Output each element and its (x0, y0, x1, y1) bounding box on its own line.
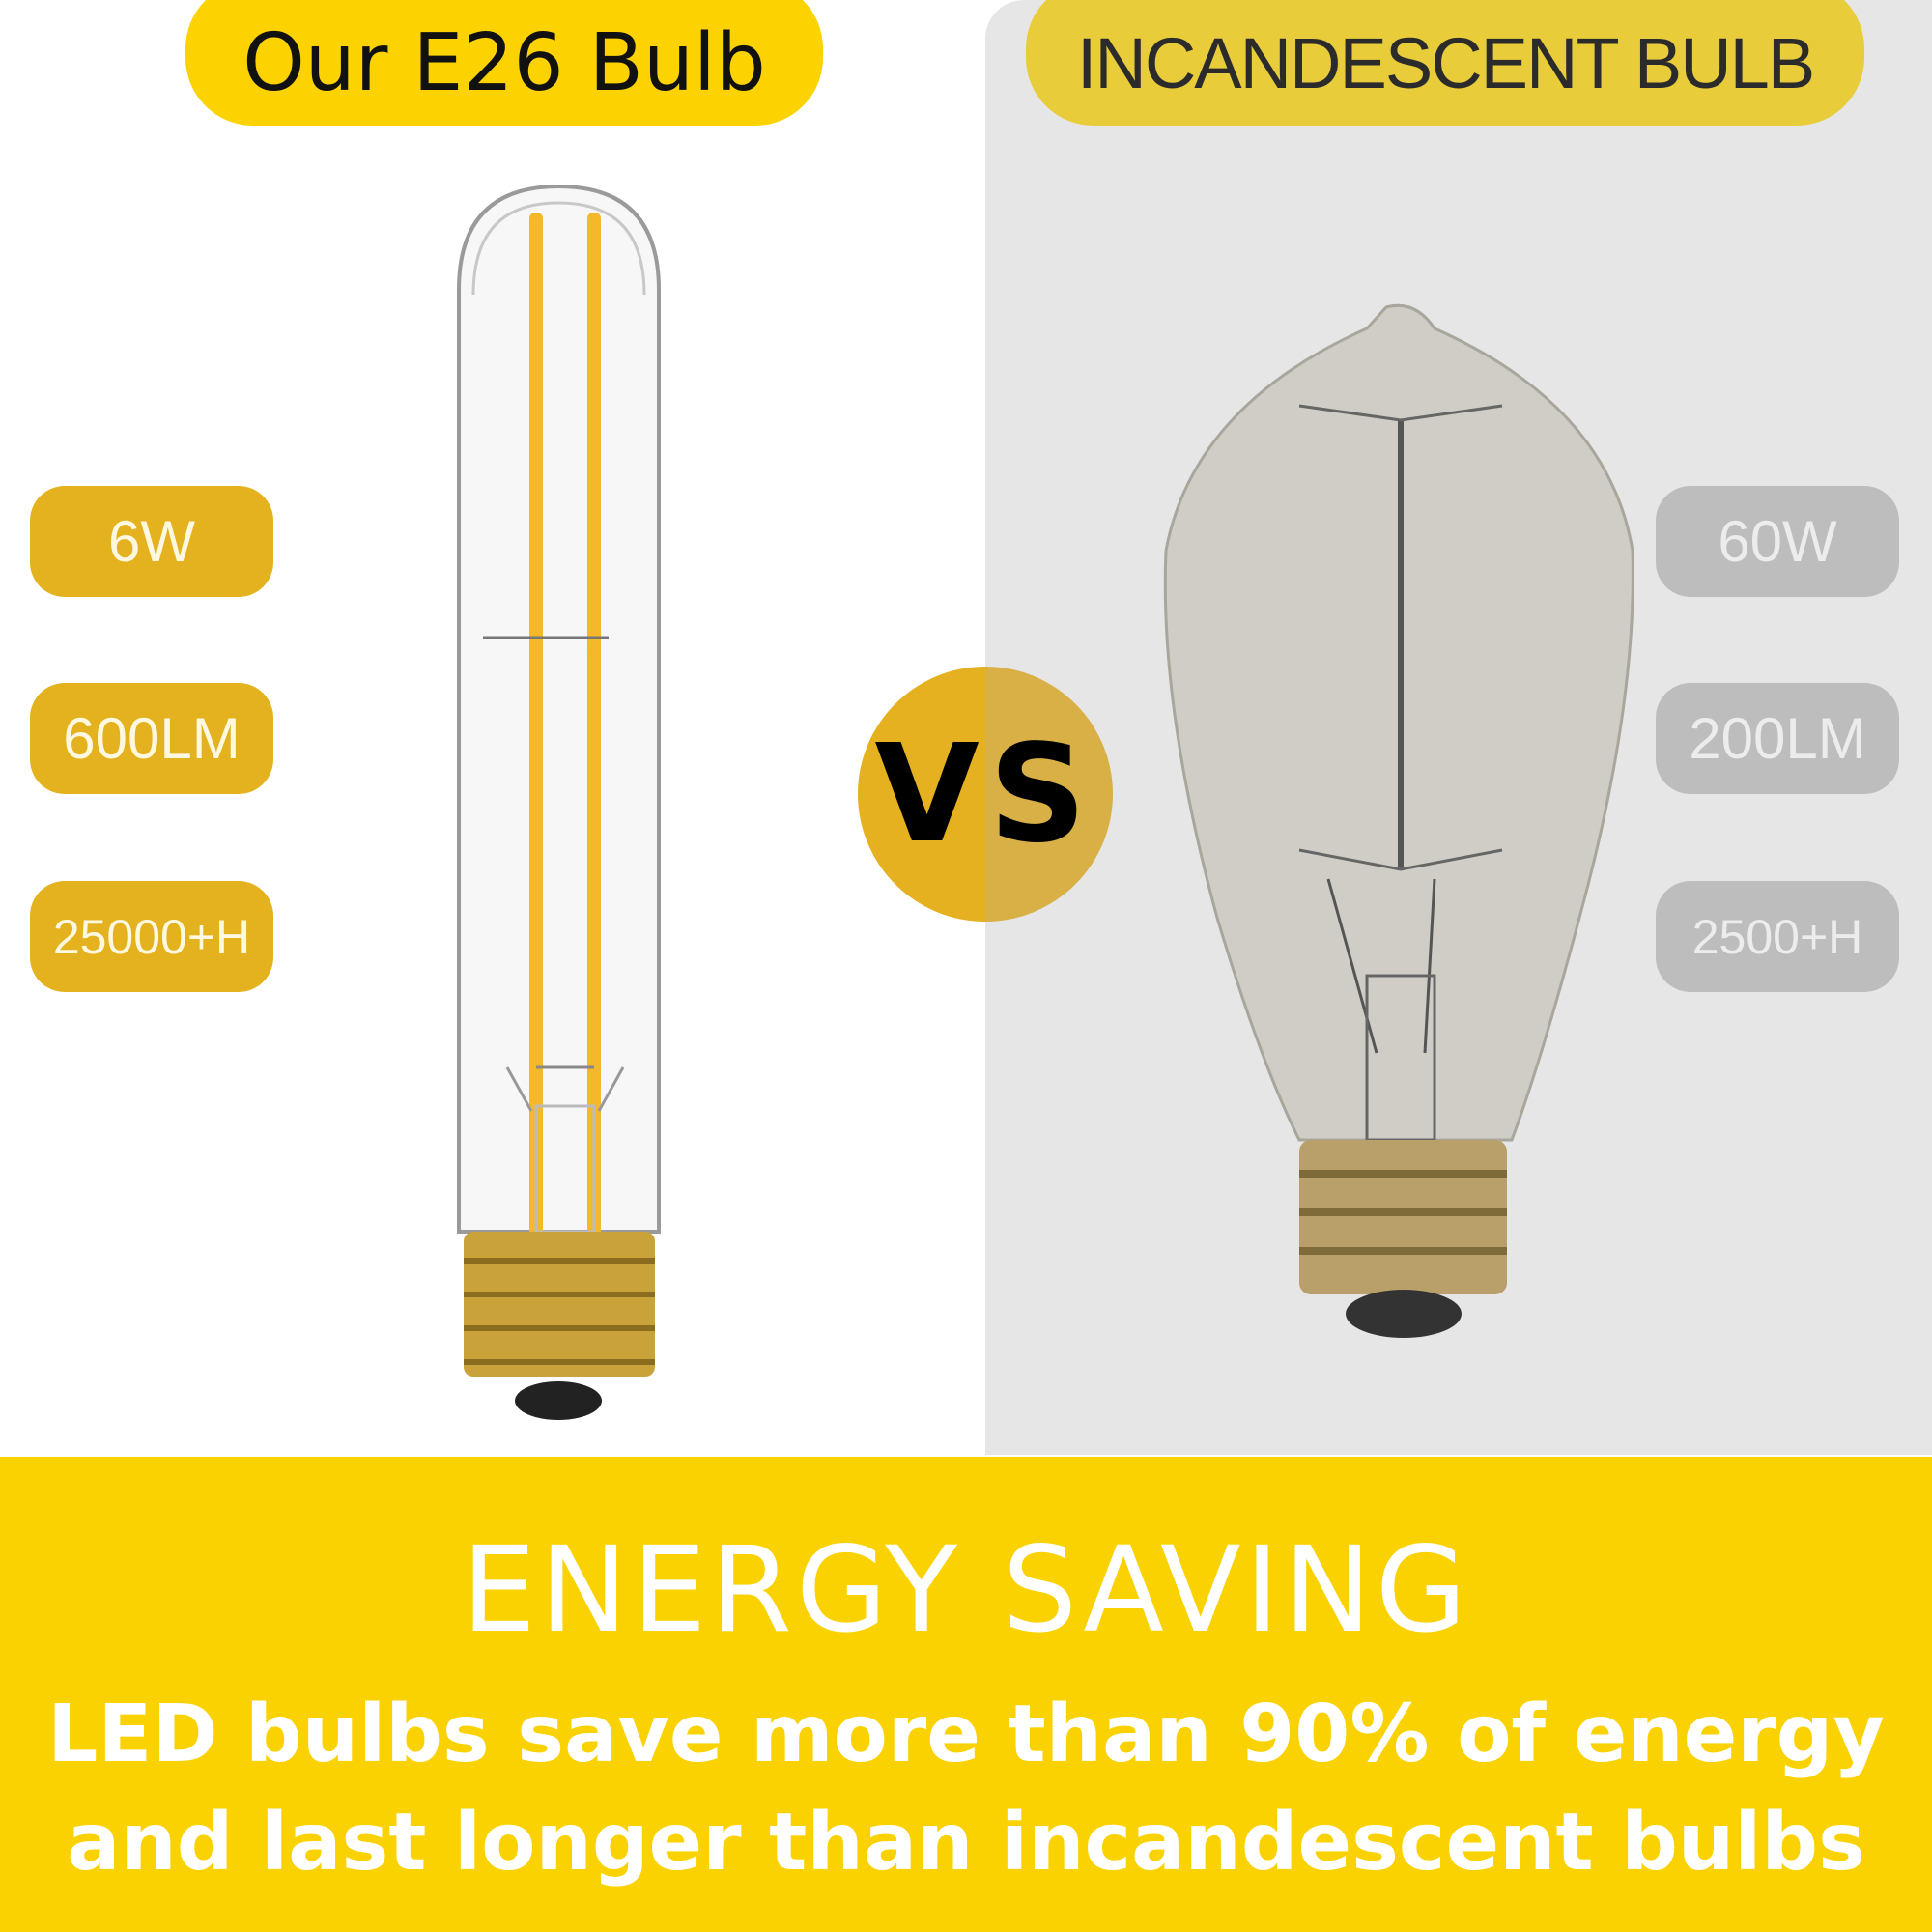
incandescent-title: INCANDESCENT BULB (1076, 22, 1815, 103)
banner-line-1: LED bulbs save more than 90% of energy (47, 1689, 1885, 1780)
vs-label: VS (874, 715, 1096, 873)
led-lumens-badge: 600LM (30, 683, 273, 794)
banner-line-2: and last longer than incandescent bulbs (67, 1797, 1865, 1889)
incandescent-wattage-badge: 60W (1656, 486, 1899, 597)
incandescent-lumens-badge: 200LM (1656, 683, 1899, 794)
vs-badge: VS (858, 667, 1113, 922)
led-title: Our E26 Bulb (242, 16, 766, 109)
incandescent-bulb-image (1163, 303, 1634, 1338)
led-tube-bulb-image (457, 184, 661, 1420)
led-title-pill: Our E26 Bulb (185, 0, 823, 126)
incandescent-title-pill: INCANDESCENT BULB (1026, 0, 1864, 126)
led-wattage-badge: 6W (30, 486, 273, 597)
incandescent-lifetime-badge: 2500+H (1656, 881, 1899, 992)
energy-saving-banner (0, 1457, 1932, 1932)
banner-title: ENERGY SAVING (461, 1521, 1471, 1659)
led-lifetime-badge: 25000+H (30, 881, 273, 992)
